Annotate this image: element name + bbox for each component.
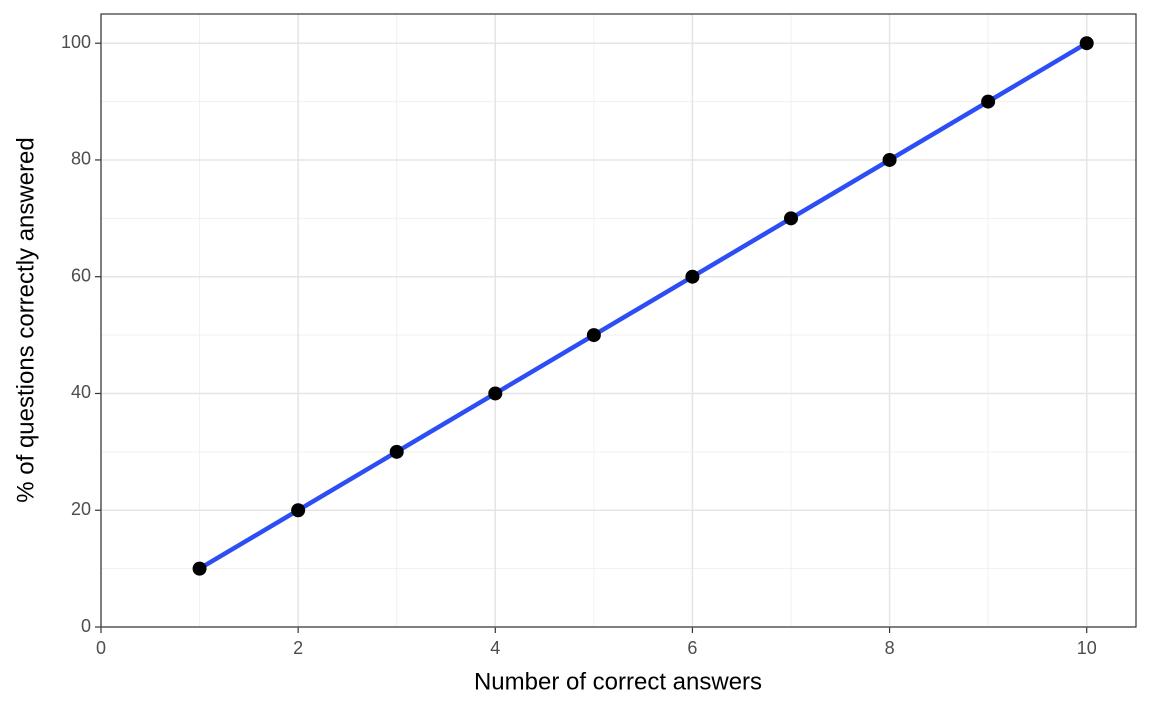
x-tick-label: 6 <box>687 638 697 658</box>
y-tick-label: 20 <box>71 499 91 519</box>
point <box>389 444 404 459</box>
point <box>291 503 306 518</box>
point <box>1079 36 1094 51</box>
x-tick-label: 2 <box>293 638 303 658</box>
x-tick-label: 8 <box>885 638 895 658</box>
x-tick-label: 10 <box>1077 638 1097 658</box>
point <box>882 152 897 167</box>
y-tick-label: 80 <box>71 149 91 169</box>
x-tick-label: 4 <box>490 638 500 658</box>
y-tick-label: 100 <box>61 32 91 52</box>
panel-border <box>100 13 1137 628</box>
point <box>586 328 601 343</box>
y-tick-label: 40 <box>71 382 91 402</box>
y-tick-label: 0 <box>81 616 91 636</box>
point <box>784 211 798 226</box>
point <box>192 561 207 576</box>
y-tick-label: 60 <box>71 265 91 285</box>
point <box>488 386 503 401</box>
line <box>198 41 1088 571</box>
x-tick-label: 0 <box>96 638 106 658</box>
point <box>685 269 700 284</box>
point <box>981 94 996 109</box>
x-axis-title: Number of correct answers <box>474 668 762 695</box>
y-axis-title: % of questions correctly answered <box>12 137 39 503</box>
